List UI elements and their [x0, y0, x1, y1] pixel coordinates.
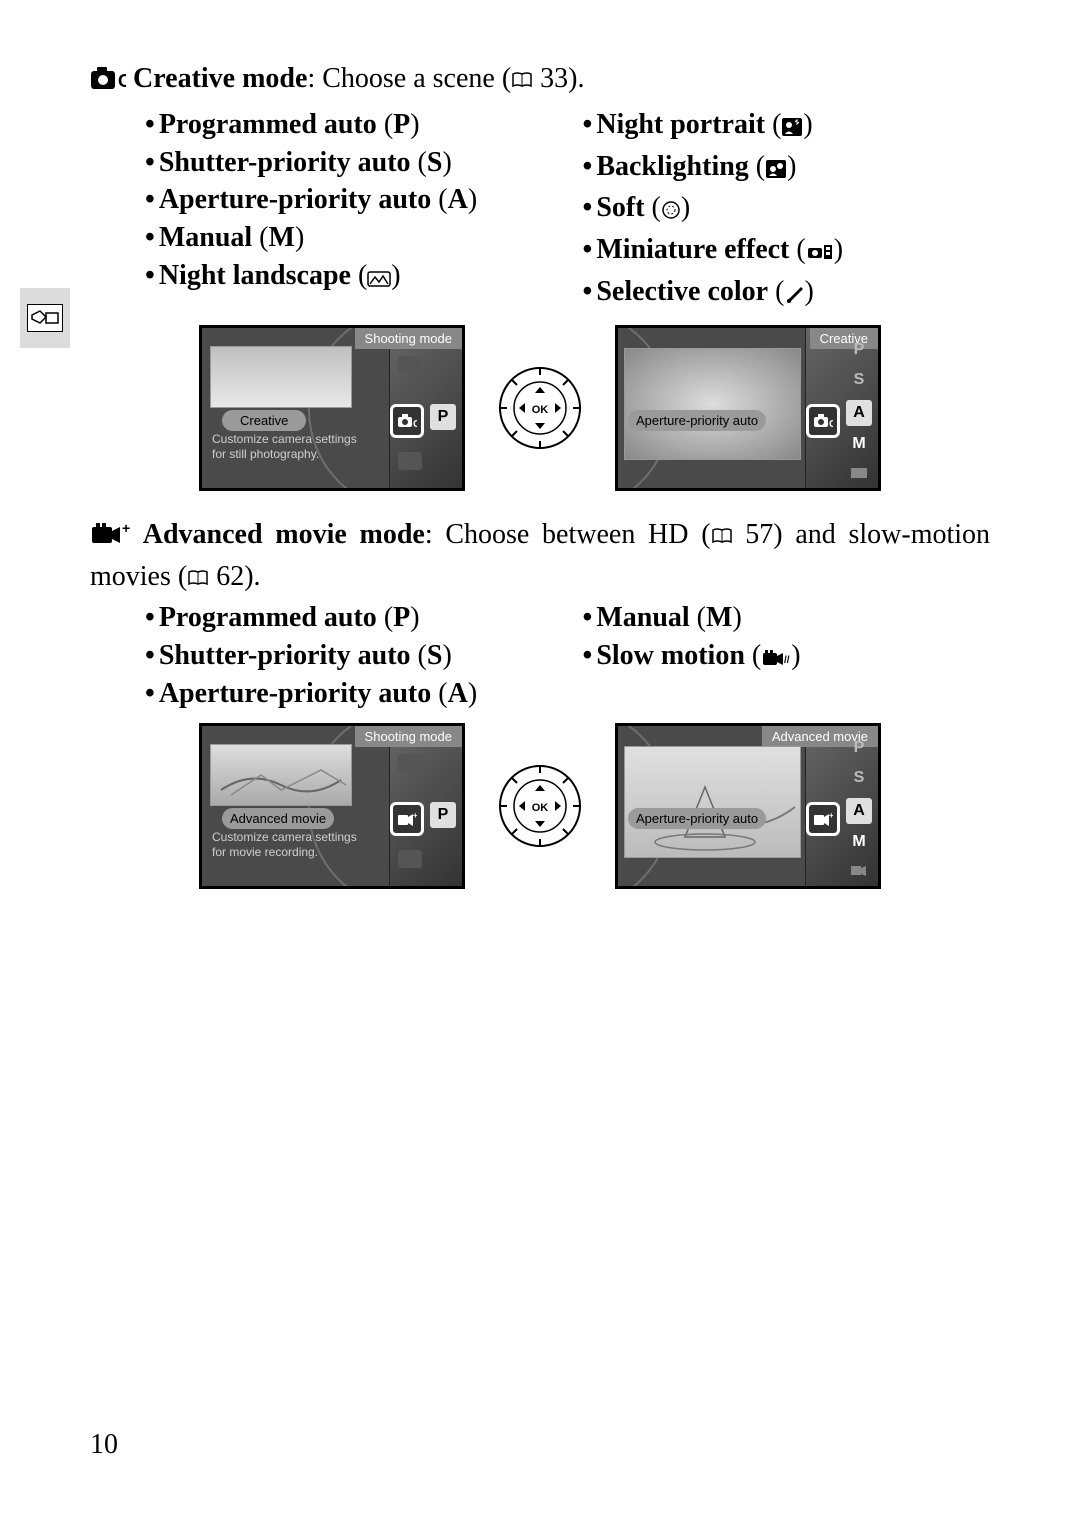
svg-text:+: +	[122, 521, 130, 536]
command-dial-icon: OK	[495, 761, 585, 851]
page-ref-icon	[187, 560, 209, 578]
page-ref-icon	[511, 62, 533, 80]
svg-text:+: +	[413, 811, 417, 820]
bullet-item: •Shutter-priority auto (S)	[145, 637, 553, 675]
night-landscape-icon	[367, 261, 391, 299]
bullet-item: •Miniature effect ()	[583, 231, 991, 273]
movie-mode-title: Advanced movie mode	[143, 519, 425, 550]
bullet-item: •Night portrait ()	[583, 106, 991, 148]
backlighting-icon	[765, 152, 787, 190]
movie-lcd-left: Shooting mode Advanced movie Customize c…	[199, 723, 465, 889]
page-ref-icon	[711, 518, 733, 536]
creative-mode-title: Creative mode	[133, 63, 307, 94]
svg-text:C: C	[413, 419, 417, 429]
lcd-mode-icon: C	[806, 404, 840, 438]
bullet-item: •Aperture-priority auto (A)	[145, 675, 553, 713]
bullet-item: •Selective color ()	[583, 273, 991, 315]
bullet-item: •Aperture-priority auto (A)	[145, 181, 553, 219]
svg-text:OK: OK	[532, 802, 549, 814]
bullet-item: •Soft ()	[583, 189, 991, 231]
command-dial-icon: OK	[495, 363, 585, 453]
creative-lcd-right: Creative Aperture-priority auto C P S A …	[615, 325, 881, 491]
miniature-icon	[806, 235, 834, 273]
creative-mode-bullets: •Programmed auto (P) •Shutter-priority a…	[145, 106, 990, 315]
lcd-mode-icon: C	[390, 404, 424, 438]
movie-figure-row: Shooting mode Advanced movie Customize c…	[90, 723, 990, 889]
lcd-mode-icon: +	[390, 802, 424, 836]
night-portrait-icon	[781, 110, 803, 148]
bullet-item: •Manual (M)	[145, 219, 553, 257]
creative-figure-row: Shooting mode Creative Customize camera …	[90, 325, 990, 491]
bullet-item: •Slow motion (//)	[583, 637, 991, 679]
bullet-item: •Backlighting ()	[583, 148, 991, 190]
creative-mode-lead-icon: C	[90, 64, 126, 102]
soft-icon	[661, 193, 681, 231]
page-content: C Creative mode: Choose a scene ( 33). •…	[0, 0, 1080, 889]
creative-mode-heading: C Creative mode: Choose a scene ( 33).	[90, 60, 990, 102]
svg-text:C: C	[829, 419, 833, 429]
bullet-item: •Programmed auto (P)	[145, 106, 553, 144]
selective-color-icon	[784, 277, 804, 315]
movie-mode-heading: + Advanced movie mode: Choose between HD…	[90, 516, 990, 596]
page-number: 10	[90, 1429, 118, 1461]
slow-motion-icon: //	[761, 641, 791, 679]
svg-text:C: C	[118, 71, 126, 91]
bullet-item: •Programmed auto (P)	[145, 599, 553, 637]
creative-lcd-left: Shooting mode Creative Customize camera …	[199, 325, 465, 491]
bullet-item: •Shutter-priority auto (S)	[145, 144, 553, 182]
bullet-item: •Manual (M)	[583, 599, 991, 637]
movie-mode-bullets: •Programmed auto (P) •Shutter-priority a…	[145, 599, 990, 712]
movie-lcd-right: Advanced movie Aperture-priority auto + …	[615, 723, 881, 889]
movie-mode-lead-icon: +	[90, 520, 130, 558]
lcd-mode-icon: +	[806, 802, 840, 836]
bullet-item: •Night landscape ()	[145, 257, 553, 299]
svg-text://: //	[784, 655, 790, 666]
side-tab	[20, 288, 70, 348]
camera-tab-icon	[27, 304, 63, 332]
svg-text:+: +	[829, 811, 833, 820]
svg-text:OK: OK	[532, 404, 549, 416]
